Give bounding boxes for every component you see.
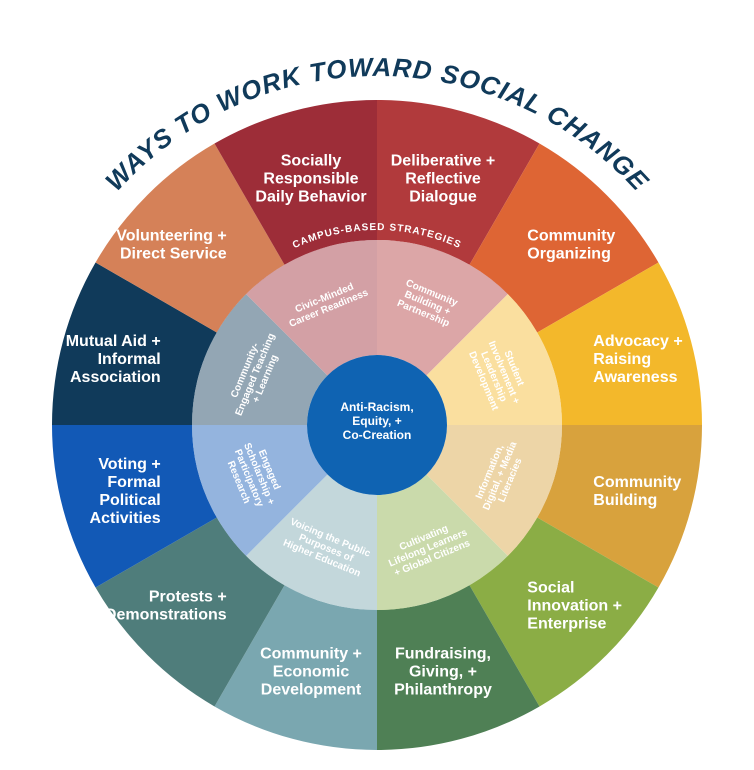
social-change-wheel: Deliberative +ReflectiveDialogueCommunit… — [0, 0, 754, 770]
outer-label-10: Volunteering +Direct Service — [116, 228, 226, 263]
outer-label-6: Community +EconomicDevelopment — [260, 645, 362, 698]
outer-label-8: Voting +FormalPoliticalActivities — [90, 456, 161, 527]
wheel-svg: Deliberative +ReflectiveDialogueCommunit… — [0, 0, 754, 770]
outer-label-1: CommunityOrganizing — [527, 228, 615, 263]
